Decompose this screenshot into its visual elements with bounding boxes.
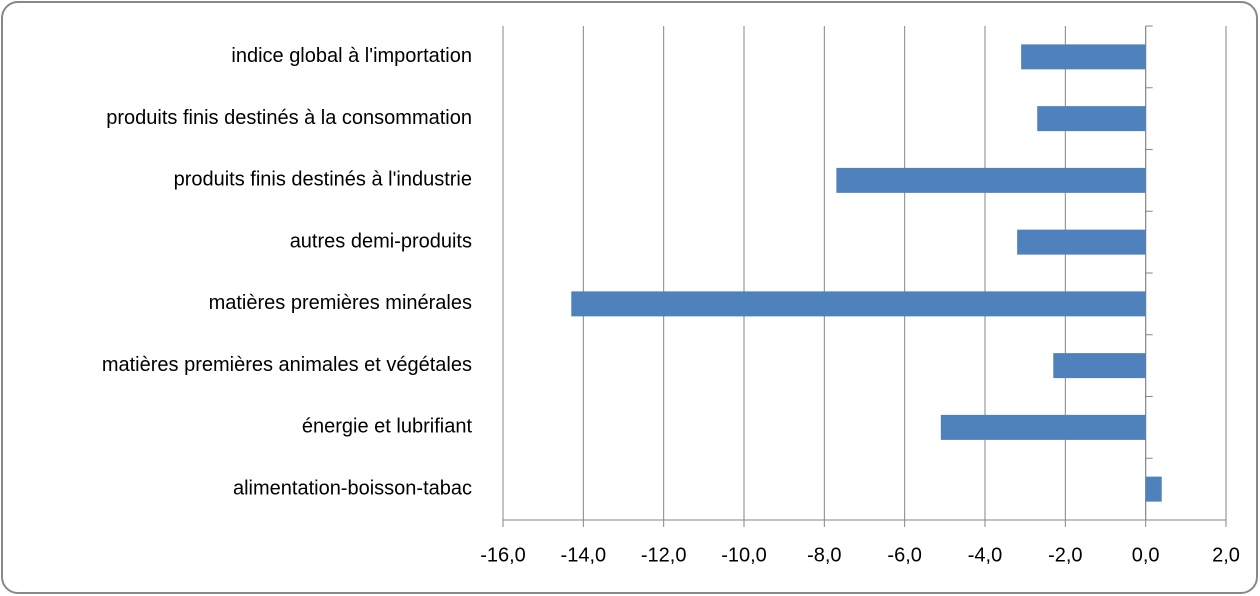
y-tick-label: indice global à l'importation — [231, 45, 472, 67]
bar — [1053, 353, 1146, 379]
x-tick-label: -16,0 — [480, 544, 526, 566]
x-tick-label: -2,0 — [1048, 544, 1082, 566]
y-tick-label: produits finis destinés à l'industrie — [174, 169, 472, 191]
bar — [1017, 229, 1146, 255]
y-tick-label: matières premières minérales — [209, 292, 472, 314]
x-tick-label: -8,0 — [807, 544, 841, 566]
x-tick-label: -12,0 — [641, 544, 687, 566]
bar — [571, 291, 1146, 317]
bar — [1145, 476, 1162, 502]
x-tick-label: 2,0 — [1212, 544, 1240, 566]
bar — [1037, 106, 1146, 132]
bar — [1021, 44, 1146, 70]
bar — [836, 167, 1146, 193]
y-tick-label: matières premières animales et végétales — [102, 354, 472, 376]
bar — [940, 414, 1146, 440]
y-tick-label: autres demi-produits — [290, 230, 472, 252]
x-tick-label: 0,0 — [1132, 544, 1160, 566]
y-tick-label: produits finis destinés à la consommatio… — [106, 107, 472, 129]
x-tick-label: -6,0 — [887, 544, 921, 566]
x-tick-label: -4,0 — [968, 544, 1002, 566]
x-tick-label: -14,0 — [561, 544, 607, 566]
y-tick-label: énergie et lubrifiant — [302, 416, 473, 438]
x-tick-label: -10,0 — [721, 544, 767, 566]
y-tick-label: alimentation-boisson-tabac — [233, 477, 472, 499]
